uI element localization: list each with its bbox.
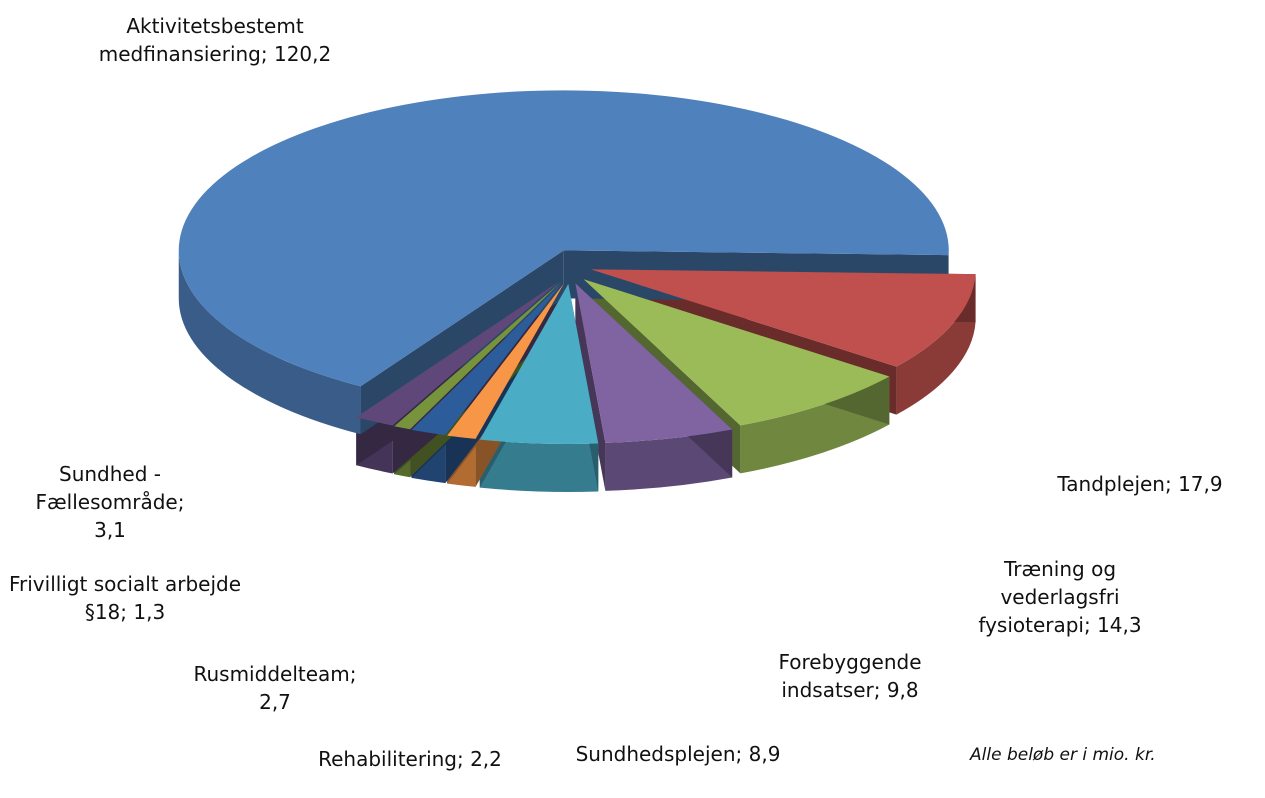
note: Alle beløb er i mio. kr. [970, 745, 1156, 765]
data-label: Frivilligt socialt arbejde §18; 1,3 [8, 572, 242, 624]
data-label: Aktivitetsbestemt medfinansiering; 120,2 [98, 14, 332, 66]
slice [447, 283, 565, 439]
data-label: Sundhed - Fællesområde; 3,1 [35, 462, 185, 542]
slice-face [575, 283, 606, 491]
data-label: Forebyggende indsatser; 9,8 [778, 650, 922, 702]
slice [178, 90, 949, 387]
data-label: Rehabilitering; 2,2 [318, 747, 502, 771]
slice-side [178, 250, 361, 435]
pie-tops [178, 90, 976, 444]
slice-side [896, 274, 976, 415]
slice [590, 269, 976, 367]
slice-side [479, 439, 599, 492]
slice [411, 282, 563, 436]
slice [575, 283, 733, 443]
slice [583, 279, 890, 426]
data-label: Sundhedsplejen; 8,9 [575, 742, 781, 766]
slice [394, 282, 561, 430]
data-label: Træning og vederlagsfri fysioterapi; 14,… [978, 557, 1142, 637]
data-label: Rusmiddelteam; 2,7 [193, 662, 357, 714]
slice [479, 283, 599, 444]
slice [356, 281, 560, 426]
data-label: Tandplejen; 17,9 [1057, 472, 1223, 496]
